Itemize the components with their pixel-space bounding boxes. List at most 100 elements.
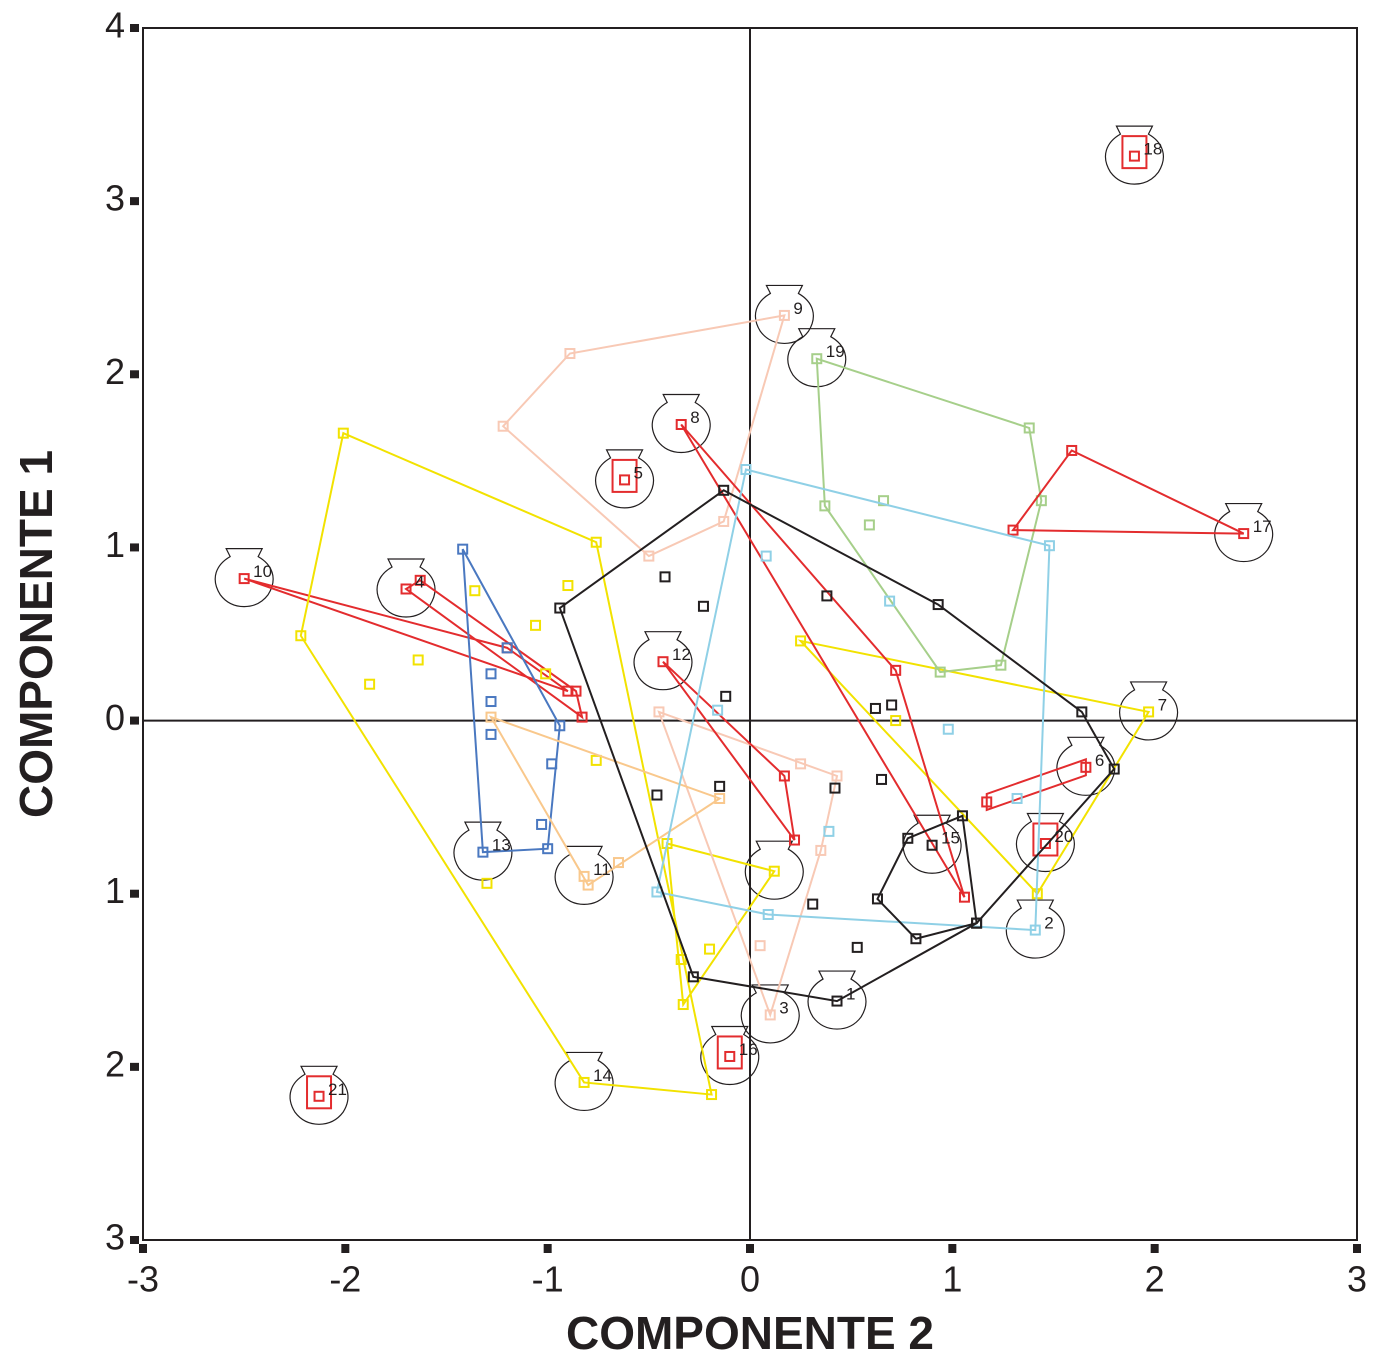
data-point: [1080, 761, 1092, 773]
data-point: [653, 706, 665, 718]
data-point: [831, 770, 843, 782]
data-point: [762, 908, 774, 920]
y-tick-mark: [130, 370, 139, 379]
data-point: [554, 720, 566, 732]
group-hull: [662, 660, 796, 841]
data-point: [760, 550, 772, 562]
x-tick-mark: [948, 1244, 957, 1253]
data-point: [313, 1090, 325, 1102]
data-point: [910, 933, 922, 945]
y-tick-mark: [130, 1062, 139, 1071]
x-tick-label: 1: [942, 1259, 962, 1300]
pot-icon: [595, 449, 655, 509]
data-point: [364, 678, 376, 690]
data-point: [675, 954, 687, 966]
pot-icon: [1119, 681, 1179, 741]
data-point: [714, 792, 726, 804]
pot-icon: [633, 631, 693, 691]
data-point: [497, 420, 509, 432]
data-point: [540, 668, 552, 680]
data-point: [477, 846, 489, 858]
data-point: [412, 654, 424, 666]
group-label: 10: [253, 562, 272, 581]
data-point: [651, 886, 663, 898]
data-point: [851, 941, 863, 953]
group-label: 3: [779, 998, 788, 1017]
data-point: [677, 999, 689, 1011]
data-point: [942, 723, 954, 735]
group-label: 13: [492, 836, 511, 855]
data-point: [675, 418, 687, 430]
data-point: [501, 642, 513, 654]
x-tick-label: 3: [1347, 1259, 1367, 1300]
group-label: 18: [1143, 140, 1162, 159]
data-point: [807, 898, 819, 910]
group-hull: [815, 357, 1043, 674]
data-point: [485, 668, 497, 680]
data-point: [1023, 422, 1035, 434]
group-hull: [876, 814, 978, 940]
x-tick-mark: [139, 1244, 147, 1253]
data-point: [562, 580, 574, 592]
group-box: [306, 1075, 333, 1110]
data-point: [643, 550, 655, 562]
data-point: [878, 495, 890, 507]
data-point: [754, 940, 766, 952]
group-hull: [299, 431, 713, 1096]
data-point: [1108, 763, 1120, 775]
group-label: 17: [1253, 517, 1272, 536]
x-tick-mark: [1353, 1244, 1361, 1253]
pot-icon: [754, 284, 814, 345]
pot-icon: [787, 328, 847, 388]
data-point: [469, 585, 481, 597]
x-tick-label: -3: [127, 1259, 159, 1300]
group-label: 9: [793, 299, 802, 318]
pot-icon: [740, 984, 800, 1044]
data-point: [1039, 838, 1051, 850]
pot-icon: [744, 840, 804, 900]
data-point: [1011, 792, 1023, 804]
data-point: [876, 773, 888, 785]
pot-icon: [700, 1025, 760, 1086]
y-axis-title: COMPONENTE 1: [10, 450, 62, 818]
pot-icon: [554, 1051, 614, 1112]
group-hull: [985, 757, 1087, 812]
data-point: [863, 519, 875, 531]
y-tick-label: 2: [105, 351, 125, 392]
group-hull: [243, 577, 569, 693]
group-box: [716, 1035, 743, 1070]
data-point: [712, 704, 724, 716]
data-point: [764, 1009, 776, 1021]
data-point: [590, 754, 602, 766]
data-point: [815, 844, 827, 856]
y-tick-mark: [130, 716, 139, 725]
data-point: [612, 857, 624, 869]
data-point: [823, 825, 835, 837]
x-tick-label: 0: [740, 1259, 760, 1300]
x-tick-mark: [1150, 1244, 1159, 1253]
group-hull: [797, 639, 1151, 896]
pot-icon: [1005, 899, 1065, 959]
data-point: [890, 664, 902, 676]
data-point: [542, 843, 554, 855]
data-point: [485, 728, 497, 740]
data-point: [457, 543, 469, 555]
data-point: [659, 571, 671, 583]
data-point: [1035, 495, 1047, 507]
y-tick-mark: [130, 197, 139, 206]
y-tick-label: 1: [105, 870, 125, 911]
group-hull: [1011, 449, 1245, 535]
data-point: [778, 770, 790, 782]
data-point: [578, 1076, 590, 1088]
y-tick-mark: [130, 889, 139, 898]
group-label: 5: [634, 463, 643, 482]
data-point: [811, 353, 823, 365]
x-tick-mark: [543, 1244, 552, 1253]
pot-icon: [902, 814, 962, 874]
data-point: [718, 484, 730, 496]
data-point: [576, 711, 588, 723]
data-point: [795, 758, 807, 770]
data-point: [554, 602, 566, 614]
data-point: [718, 515, 730, 527]
pot-icon: [289, 1065, 349, 1125]
